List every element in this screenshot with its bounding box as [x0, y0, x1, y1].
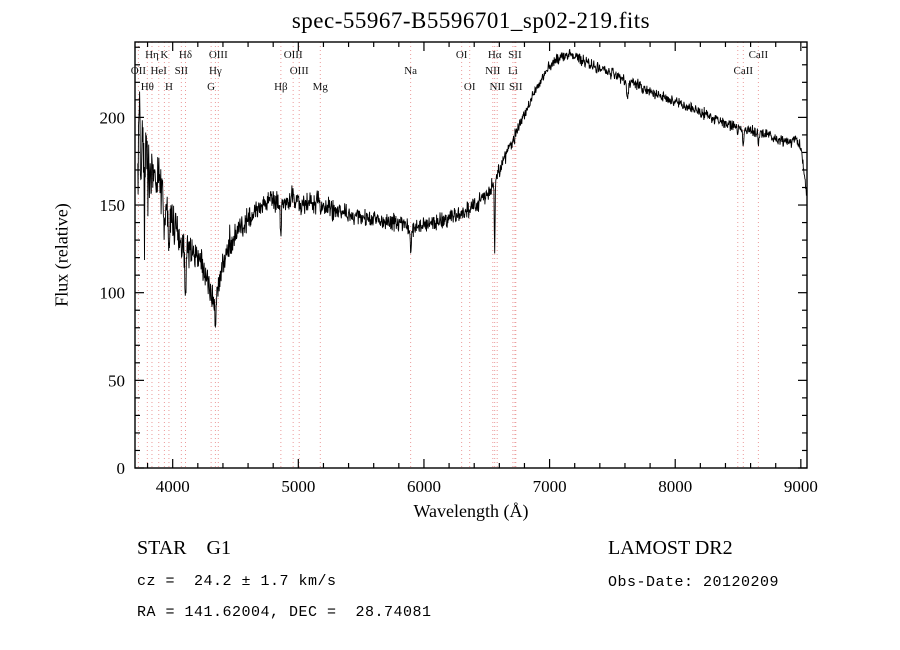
x-tick-label: 6000	[407, 477, 441, 496]
x-axis-label: Wavelength (Å)	[413, 501, 529, 521]
spectral-line-label: SII	[509, 81, 523, 93]
spectral-line-label: K	[160, 49, 168, 61]
spectral-line-label: H	[165, 81, 173, 93]
y-tick-label: 50	[108, 371, 125, 390]
spectral-line-label: SII	[508, 49, 522, 61]
x-tick-label: 7000	[533, 477, 567, 496]
spectral-line-label: OI	[464, 81, 476, 93]
spectral-line-label: Li	[508, 65, 518, 77]
spectral-line-label: Hθ	[141, 81, 154, 93]
spectral-line-label: Hη	[145, 49, 159, 61]
plot-frame	[134, 41, 808, 469]
obs-date-label: Obs-Date: 20120209	[608, 574, 780, 591]
spectral-line-label: OI	[456, 49, 468, 61]
survey-release-label: LAMOST DR2	[608, 537, 733, 559]
spectral-line-label: OIII	[290, 65, 309, 77]
spectral-line-label: OIII	[284, 49, 303, 61]
spectral-line-label: Hδ	[179, 49, 192, 61]
spectral-line-label: Mg	[313, 81, 329, 93]
x-tick-label: 4000	[156, 477, 190, 496]
spectral-line-label: Na	[404, 65, 417, 77]
cz-velocity-label: cz = 24.2 ± 1.7 km/s	[137, 573, 337, 590]
spectral-line-label: CaII	[749, 49, 769, 61]
spectral-line-label: Hγ	[209, 65, 222, 77]
y-tick-label: 150	[100, 196, 126, 215]
plot-title: spec-55967-B5596701_sp02-219.fits	[291, 8, 651, 33]
y-tick-label: 100	[100, 284, 126, 303]
x-tick-label: 8000	[658, 477, 692, 496]
spectral-line-label: G	[207, 81, 215, 93]
spectral-line-label: SII	[175, 65, 189, 77]
spectral-line-label: Hβ	[274, 81, 288, 93]
spectrum-trace	[137, 48, 807, 329]
spectral-line-label: CaII	[734, 65, 754, 77]
spectral-line-label: NII	[485, 65, 501, 77]
spectral-line-label: OII	[131, 65, 147, 77]
y-tick-label: 200	[100, 108, 126, 127]
y-tick-label: 0	[117, 459, 126, 478]
ra-dec-label: RA = 141.62004, DEC = 28.74081	[137, 604, 432, 621]
spectral-line-label: OIII	[209, 49, 228, 61]
spectral-line-label: HeI	[150, 65, 167, 77]
x-tick-label: 9000	[784, 477, 818, 496]
spectral-line-label: NII	[490, 81, 506, 93]
spectral-line-label: Hα	[488, 49, 502, 61]
object-class-label: STAR G1	[137, 537, 231, 559]
x-tick-label: 5000	[281, 477, 315, 496]
